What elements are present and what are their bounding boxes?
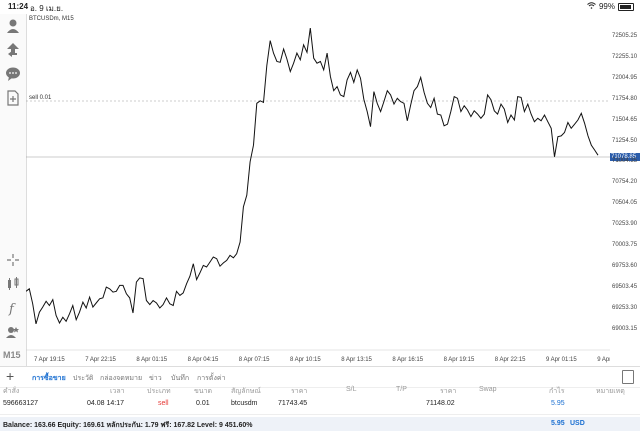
total-profit: 5.95 [551,420,565,427]
plus-icon[interactable]: + [6,368,15,384]
crosshair-icon[interactable] [5,252,21,268]
price-line [26,28,599,325]
new-document-icon[interactable] [5,90,21,106]
time-tick: 9 Apr 04:15 [597,357,610,363]
tab-news[interactable]: ข่าว [149,375,162,382]
col-swap: Swap [479,386,497,393]
tab-history[interactable]: ประวัติ [73,375,94,382]
svg-text:f: f [8,302,16,316]
time-tick: 7 Apr 22:15 [85,357,116,363]
order-size: 0.01 [196,400,210,407]
battery-icon [618,2,634,11]
time-tick: 8 Apr 22:15 [495,357,526,363]
time-tick: 8 Apr 01:15 [136,357,167,363]
tab-journal[interactable]: บันทึก [171,375,190,382]
price-tick: 71754.80 [612,95,638,102]
price-tick: 72505.25 [612,33,638,39]
trade-icon[interactable] [5,42,21,58]
battery-percent: 99% [598,2,615,11]
order-type: sell [158,400,169,407]
time-tick: 8 Apr 10:15 [290,357,321,363]
time-tick: 8 Apr 16:15 [392,357,423,363]
col-type: ประเภท [147,388,171,395]
clock: 11:24 [8,2,29,11]
price-tick: 69253.30 [612,304,638,311]
wifi-icon [587,2,596,11]
currency: USD [570,420,585,427]
price-chart[interactable]: BTCUSDm, M15 sell 0.01 7 Apr 19:15 7 Apr … [26,14,610,366]
price-tick: 69753.60 [612,262,638,269]
price-tick: 69503.45 [612,283,638,290]
terminal-tabs: + การซื้อขาย ประวัติ กล่องจดหมาย ข่าว บั… [0,366,640,388]
current-price-badge: 71078.85 [610,153,640,161]
price-tick: 71254.50 [612,137,638,144]
order-id: 596663127 [3,400,39,407]
row-divider [0,414,640,415]
col-sl: S/L [346,386,357,393]
table-row[interactable]: 596663127 04.08 14:17 sell 0.01 btcusdm … [0,400,640,414]
tab-settings[interactable]: การตั้งค่า [197,375,226,382]
order-current-price: 71148.02 [426,400,455,407]
panel-toggle-icon[interactable] [622,370,634,384]
objects-icon[interactable] [5,324,21,340]
price-tick: 72255.10 [612,53,638,60]
account-icon[interactable] [5,18,21,34]
time-tick: 8 Apr 13:15 [341,357,372,363]
price-tick: 71504.65 [612,116,638,123]
price-tick: 70003.75 [612,242,638,248]
timeframe-label[interactable]: M15 [3,350,21,360]
col-profit: กำไร [549,388,565,395]
time-tick: 8 Apr 19:15 [444,357,475,363]
account-summary: Balance: 163.66 Equity: 169.61 หลักประกั… [0,417,640,431]
function-icon[interactable]: f [5,300,21,317]
time-tick: 8 Apr 07:15 [239,357,270,363]
col-symbol: สัญลักษณ์ [231,388,261,395]
left-toolbar: f M15 [0,14,27,366]
col-size: ขนาด [194,388,213,395]
price-tick: 70754.20 [612,179,638,186]
chat-icon[interactable] [5,66,21,82]
order-open-price: 71743.45 [278,400,308,407]
time-tick: 8 Apr 04:15 [188,357,219,363]
status-bar: 11:24 อ. 9 เม.ย. 99% [0,0,640,14]
price-axis: 71078.85 72505.25 72255.10 72004.95 71754.8… [610,14,640,366]
col-tp: T/P [396,386,407,393]
price-tick: 70253.90 [612,221,638,228]
price-tick: 71004.35 [612,158,638,165]
order-symbol: btcusdm [231,400,258,407]
tab-trade[interactable]: การซื้อขาย [32,375,66,382]
col-comment: หมายเหตุ [596,388,625,395]
order-profit: 5.95 [551,400,565,407]
balance-summary: Balance: 163.66 Equity: 169.61 หลักประกั… [3,422,253,429]
price-tick: 69003.15 [612,325,638,332]
order-line-label: sell 0.01 [29,95,52,101]
col-current-price: ราคา [440,388,457,395]
symbol-label: BTCUSDm, M15 [29,16,74,22]
col-price: ราคา [291,388,308,395]
time-tick: 7 Apr 19:15 [34,357,65,363]
time-axis: 7 Apr 19:15 7 Apr 22:15 8 Apr 01:15 8 Apr 0… [34,357,610,363]
price-tick: 70504.05 [612,200,638,207]
indicators-icon[interactable] [5,276,21,292]
date: อ. 9 เม.ย. [30,4,64,13]
tab-mailbox[interactable]: กล่องจดหมาย [100,375,143,382]
order-time: 04.08 14:17 [87,400,124,407]
col-time: เวลา [110,388,125,395]
price-tick: 72004.95 [612,74,638,81]
time-tick: 9 Apr 01:15 [546,357,577,363]
table-header: คำสั่ง เวลา ประเภท ขนาด สัญลักษณ์ ราคา S… [0,386,640,398]
col-order: คำสั่ง [3,388,20,395]
